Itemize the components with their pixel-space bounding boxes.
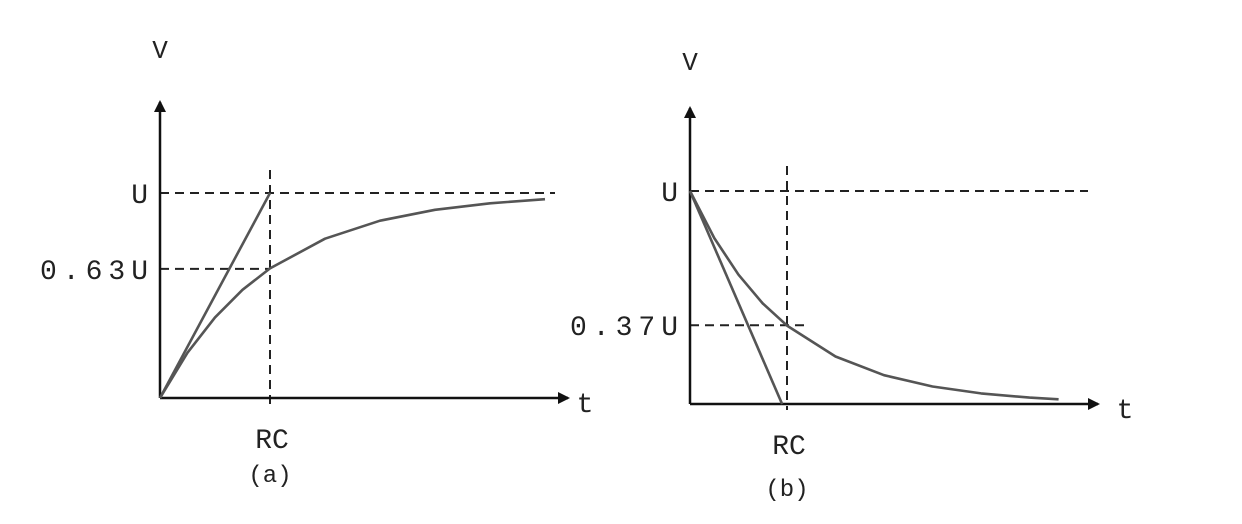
y-tick-label: 0.63U xyxy=(40,257,148,288)
x-tick-label: RC xyxy=(255,426,289,457)
y-axis-label: V xyxy=(682,48,698,78)
chart-caption: (b) xyxy=(765,477,808,504)
y-tick-label: U xyxy=(131,181,148,212)
chart-caption: (a) xyxy=(248,463,291,490)
y-tick-label: 0.37U xyxy=(570,313,678,344)
tangent-line xyxy=(158,192,272,399)
exponential-curve xyxy=(158,197,546,399)
x-axis-label: t xyxy=(577,390,594,421)
exponential-curve xyxy=(688,190,1059,401)
y-axis-label: V xyxy=(152,36,168,66)
tangent-line xyxy=(688,190,784,405)
x-tick-label: RC xyxy=(772,432,806,463)
y-tick-label: U xyxy=(661,179,678,210)
x-axis-label: t xyxy=(1117,396,1134,427)
